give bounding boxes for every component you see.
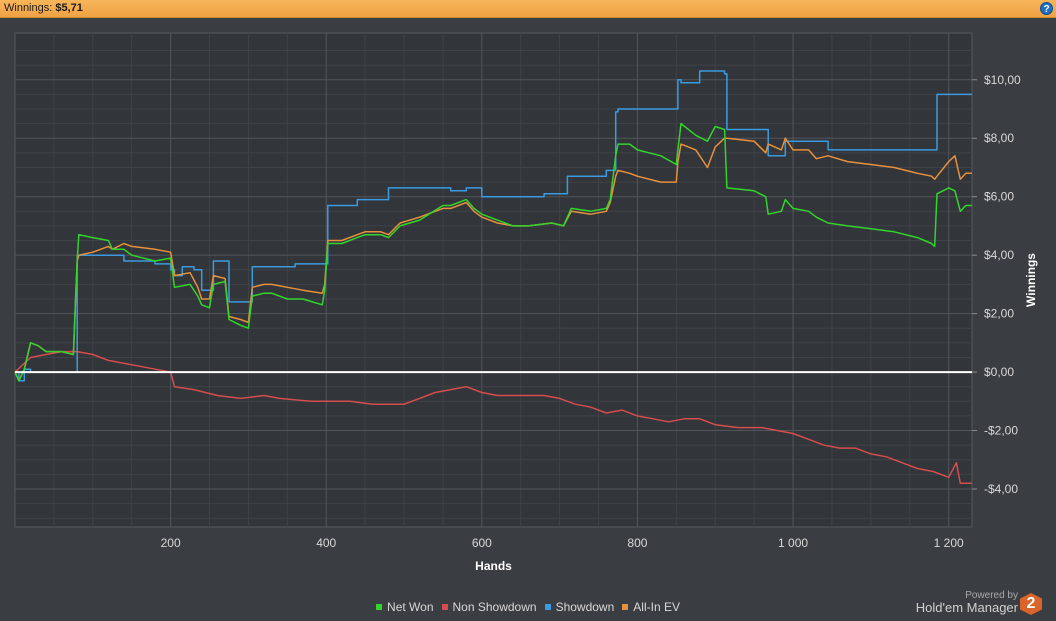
x-tick-label: 400	[316, 536, 336, 550]
x-axis-title: Hands	[475, 559, 512, 573]
y-tick-label: $8,00	[984, 131, 1014, 145]
brand-name: Hold'em Manager	[915, 600, 1018, 615]
legend-label: Net Won	[387, 600, 434, 614]
series-line-showdown	[15, 70, 972, 382]
x-tick-label: 1 200	[934, 536, 964, 550]
y-tick-label: -$4,00	[984, 482, 1018, 496]
legend: Net Won Non Showdown Showdown All-In EV	[0, 600, 1056, 614]
legend-label: All-In EV	[633, 600, 680, 614]
winnings-label: Winnings:	[4, 2, 53, 14]
legend-swatch	[441, 603, 448, 610]
y-tick-label: $4,00	[984, 248, 1014, 262]
legend-swatch	[544, 603, 551, 610]
legend-swatch	[622, 603, 629, 610]
powered-by-label: Powered by	[965, 590, 1018, 601]
y-tick-label: $2,00	[984, 307, 1014, 321]
plot-area	[14, 32, 973, 528]
legend-item[interactable]: Showdown	[544, 600, 615, 614]
x-tick-label: 1 000	[778, 536, 808, 550]
series-line-non-showdown	[14, 350, 972, 484]
help-icon[interactable]: ?	[1040, 2, 1053, 15]
x-tick-label: 200	[161, 536, 181, 550]
x-tick-label: 800	[627, 536, 647, 550]
x-tick-label: 600	[472, 536, 492, 550]
hem2-logo-icon: 2	[1020, 593, 1042, 615]
winnings-summary: Winnings: $5,71	[4, 2, 83, 14]
legend-item[interactable]: Net Won	[376, 600, 434, 614]
y-axis-title: Winnings	[1024, 253, 1038, 307]
series-line-net-won	[14, 122, 972, 382]
y-tick-label: -$2,00	[984, 424, 1018, 438]
winnings-value: $5,71	[55, 2, 83, 14]
winnings-chart: 200 400 600 800 1 000 1 200 $10,00 $8,00 $6,00 $4…	[14, 32, 1038, 573]
legend-label: Non Showdown	[452, 600, 537, 614]
y-tick-label: $0,00	[984, 365, 1014, 379]
series-line-all-in-ev	[14, 137, 972, 382]
legend-swatch	[376, 603, 383, 610]
y-tick-label: $6,00	[984, 190, 1014, 204]
header-bar: Winnings: $5,71 ?	[0, 0, 1056, 18]
legend-item[interactable]: Non Showdown	[441, 600, 537, 614]
legend-label: Showdown	[555, 600, 615, 614]
y-tick-label: $10,00	[984, 73, 1021, 87]
legend-item[interactable]: All-In EV	[622, 600, 680, 614]
